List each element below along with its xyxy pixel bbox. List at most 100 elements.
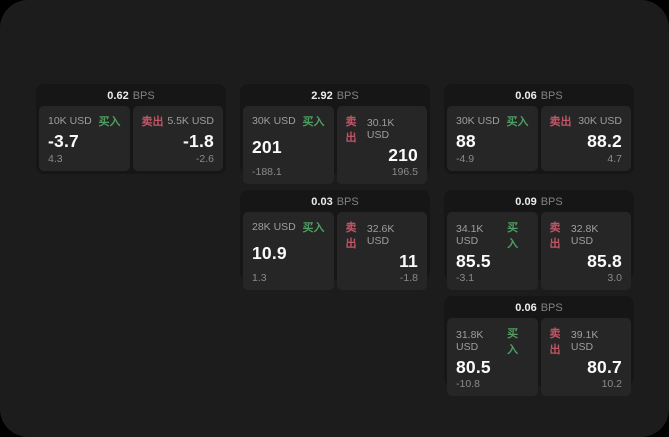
sell-price: -1.8 bbox=[183, 130, 214, 151]
spread-unit-label: BPS bbox=[540, 196, 563, 208]
buy-panel-top: 28K USD 买入 bbox=[252, 219, 325, 235]
quote-card: 0.06 BPS 30K USD 买入 88 -4.9 卖出 30K USD 8… bbox=[444, 84, 634, 174]
sell-side-label: 卖出 bbox=[345, 222, 357, 250]
sell-side-label: 卖出 bbox=[549, 116, 572, 128]
sell-amount: 32.6K USD bbox=[366, 223, 395, 247]
sell-sub-value: -2.6 bbox=[195, 153, 214, 165]
buy-panel[interactable]: 10K USD 买入 -3.7 4.3 bbox=[39, 106, 130, 171]
spread-unit-label: BPS bbox=[132, 90, 155, 102]
spread-value: 0.06 bbox=[515, 90, 537, 102]
buy-amount: 10K USD bbox=[48, 115, 92, 127]
sell-panel-top: 卖出 32.8K USD bbox=[550, 219, 623, 251]
sell-amount: 30.1K USD bbox=[366, 117, 395, 141]
sell-price: 80.7 bbox=[587, 357, 622, 377]
sell-panel[interactable]: 卖出 30.1K USD 210 196.5 bbox=[336, 106, 427, 184]
buy-amount: 34.1K USD bbox=[456, 223, 484, 247]
buy-price: 10.9 bbox=[252, 243, 287, 263]
spread-unit-label: BPS bbox=[540, 90, 563, 102]
sell-side-label: 卖出 bbox=[345, 116, 357, 144]
buy-sub-value: -188.1 bbox=[252, 166, 282, 178]
buy-amount: 31.8K USD bbox=[456, 329, 484, 353]
sell-side-label: 卖出 bbox=[549, 222, 561, 250]
spread-unit-label: BPS bbox=[336, 196, 359, 208]
buy-panel[interactable]: 34.1K USD 买入 85.5 -3.1 bbox=[447, 212, 538, 290]
sell-sub-value: 4.7 bbox=[607, 153, 622, 165]
sell-amount: 39.1K USD bbox=[570, 329, 599, 353]
sell-panel-top: 卖出 30K USD bbox=[550, 113, 623, 129]
buy-price: 201 bbox=[252, 137, 282, 157]
spread-unit-label: BPS bbox=[540, 302, 563, 314]
spread-header: 0.03 BPS bbox=[243, 193, 427, 212]
sell-amount: 32.8K USD bbox=[570, 223, 599, 247]
sell-panel[interactable]: 卖出 32.6K USD 11 -1.8 bbox=[336, 212, 427, 290]
buy-side-label: 买入 bbox=[507, 328, 519, 356]
spread-value: 0.06 bbox=[515, 302, 537, 314]
spread-header: 0.62 BPS bbox=[39, 87, 223, 106]
sell-panel[interactable]: 卖出 30K USD 88.2 4.7 bbox=[540, 106, 631, 171]
buy-amount: 30K USD bbox=[252, 115, 296, 127]
spread-header: 0.06 BPS bbox=[447, 299, 631, 318]
sell-side-label: 卖出 bbox=[549, 328, 561, 356]
sell-sub-value: 196.5 bbox=[391, 166, 418, 178]
buy-sub-value: -10.8 bbox=[456, 378, 480, 390]
buy-panel-top: 31.8K USD 买入 bbox=[456, 325, 529, 357]
buy-side-label: 买入 bbox=[507, 222, 519, 250]
sell-panel-top: 卖出 5.5K USD bbox=[142, 113, 215, 129]
sell-price: 11 bbox=[399, 251, 418, 271]
quote-card: 0.62 BPS 10K USD 买入 -3.7 4.3 卖出 5.5K USD… bbox=[36, 84, 226, 174]
sell-price: 85.8 bbox=[587, 251, 622, 271]
sell-panel-top: 卖出 32.6K USD bbox=[346, 219, 419, 251]
quote-card: 0.09 BPS 34.1K USD 买入 85.5 -3.1 卖出 32.8K… bbox=[444, 190, 634, 290]
buy-side-label: 买入 bbox=[98, 116, 121, 128]
buy-price: 80.5 bbox=[456, 357, 491, 377]
buy-panel-top: 30K USD 买入 bbox=[456, 113, 529, 129]
buy-panel[interactable]: 30K USD 买入 201 -188.1 bbox=[243, 106, 334, 184]
buy-sub-value: -3.1 bbox=[456, 272, 475, 284]
sell-panel[interactable]: 卖出 5.5K USD -1.8 -2.6 bbox=[132, 106, 223, 171]
sell-price: 88.2 bbox=[587, 130, 622, 151]
sell-side-label: 卖出 bbox=[141, 116, 164, 128]
sell-panel-top: 卖出 30.1K USD bbox=[346, 113, 419, 145]
spread-header: 2.92 BPS bbox=[243, 87, 427, 106]
spread-value: 2.92 bbox=[311, 90, 333, 102]
sell-amount: 30K USD bbox=[578, 115, 622, 127]
spread-value: 0.03 bbox=[311, 196, 333, 208]
buy-panel-top: 30K USD 买入 bbox=[252, 113, 325, 129]
spread-header: 0.09 BPS bbox=[447, 193, 631, 212]
buy-panel[interactable]: 30K USD 买入 88 -4.9 bbox=[447, 106, 538, 171]
buy-side-label: 买入 bbox=[302, 116, 325, 128]
buy-side-label: 买入 bbox=[506, 116, 529, 128]
sell-sub-value: 10.2 bbox=[601, 378, 622, 390]
quote-panels: 30K USD 买入 88 -4.9 卖出 30K USD 88.2 4.7 bbox=[447, 106, 631, 171]
buy-price: 88 bbox=[456, 130, 476, 151]
sell-sub-value: -1.8 bbox=[399, 272, 418, 284]
sell-panel-top: 卖出 39.1K USD bbox=[550, 325, 623, 357]
sell-panel[interactable]: 卖出 32.8K USD 85.8 3.0 bbox=[540, 212, 631, 290]
sell-amount: 5.5K USD bbox=[167, 115, 214, 127]
buy-price: -3.7 bbox=[48, 130, 79, 151]
spread-value: 0.09 bbox=[515, 196, 537, 208]
spread-header: 0.06 BPS bbox=[447, 87, 631, 106]
sell-price: 210 bbox=[388, 145, 418, 165]
buy-amount: 28K USD bbox=[252, 221, 296, 233]
quote-tile-grid: 0.62 BPS 10K USD 买入 -3.7 4.3 卖出 5.5K USD… bbox=[36, 84, 634, 396]
buy-sub-value: -4.9 bbox=[456, 153, 475, 165]
spread-unit-label: BPS bbox=[336, 90, 359, 102]
quote-card: 2.92 BPS 30K USD 买入 201 -188.1 卖出 30.1K … bbox=[240, 84, 430, 184]
buy-sub-value: 4.3 bbox=[48, 153, 63, 165]
buy-amount: 30K USD bbox=[456, 115, 500, 127]
buy-panel-top: 34.1K USD 买入 bbox=[456, 219, 529, 251]
sell-sub-value: 3.0 bbox=[607, 272, 622, 284]
buy-panel[interactable]: 28K USD 买入 10.9 1.3 bbox=[243, 212, 334, 290]
quote-card: 0.03 BPS 28K USD 买入 10.9 1.3 卖出 32.6K US… bbox=[240, 190, 430, 290]
buy-sub-value: 1.3 bbox=[252, 272, 267, 284]
buy-side-label: 买入 bbox=[302, 222, 325, 234]
buy-panel-top: 10K USD 买入 bbox=[48, 113, 121, 129]
quote-panels: 31.8K USD 买入 80.5 -10.8 卖出 39.1K USD 80.… bbox=[447, 318, 631, 396]
spread-value: 0.62 bbox=[107, 90, 129, 102]
quote-panels: 30K USD 买入 201 -188.1 卖出 30.1K USD 210 1… bbox=[243, 106, 427, 184]
buy-panel[interactable]: 31.8K USD 买入 80.5 -10.8 bbox=[447, 318, 538, 396]
quote-panels: 10K USD 买入 -3.7 4.3 卖出 5.5K USD -1.8 -2.… bbox=[39, 106, 223, 171]
sell-panel[interactable]: 卖出 39.1K USD 80.7 10.2 bbox=[540, 318, 631, 396]
